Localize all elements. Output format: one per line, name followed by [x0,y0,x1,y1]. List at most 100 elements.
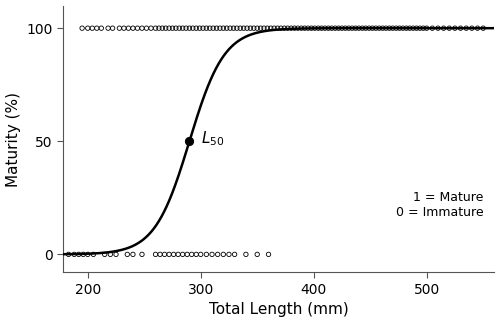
Point [368,26,376,31]
Point [348,26,356,31]
Point [189,26,197,31]
Point [209,26,217,31]
Point [168,26,176,31]
Point [186,26,194,31]
Point [100,252,108,257]
Point [222,26,230,31]
Point [253,26,261,31]
Point [116,26,124,31]
Point [365,26,373,31]
Point [183,252,191,257]
Text: $L_{50}$: $L_{50}$ [200,130,224,148]
Point [174,252,182,257]
Point [84,26,92,31]
Point [378,26,386,31]
Point [409,26,417,31]
Point [338,26,346,31]
Point [362,26,370,31]
Point [294,26,302,31]
Point [165,252,173,257]
Point [428,26,436,31]
Point [155,26,163,31]
Point [208,252,216,257]
Point [196,26,203,31]
Point [129,252,137,257]
Point [170,252,177,257]
Point [242,252,250,257]
Point [220,252,228,257]
Point [331,26,339,31]
Point [192,26,200,31]
Point [124,26,132,31]
Point [202,252,210,257]
Point [382,26,390,31]
Point [124,252,132,257]
Point [129,26,137,31]
Point [344,26,352,31]
Point [274,26,281,31]
Point [456,26,464,31]
Point [106,252,114,257]
Point [104,26,112,31]
Point [172,26,180,31]
Point [230,252,238,257]
Point [260,26,268,31]
Point [236,26,244,31]
Point [243,26,251,31]
Point [318,26,326,31]
Point [412,26,420,31]
Point [240,26,248,31]
Point [264,26,272,31]
Point [267,26,275,31]
Point [230,26,237,31]
Point [280,26,288,31]
Point [188,252,196,257]
Point [202,26,210,31]
Point [406,26,413,31]
Point [389,26,397,31]
Point [284,26,292,31]
Point [79,252,87,257]
Point [264,252,272,257]
Point [277,26,285,31]
Point [311,26,319,31]
Point [138,252,146,257]
Point [186,139,194,144]
Point [434,26,442,31]
Point [422,26,430,31]
Point [176,26,184,31]
Point [314,26,322,31]
Point [162,26,170,31]
Point [138,26,146,31]
Point [152,26,160,31]
Point [462,26,470,31]
X-axis label: Total Length (mm): Total Length (mm) [209,302,348,318]
Point [300,26,308,31]
Point [214,252,222,257]
Point [199,26,207,31]
Point [479,26,487,31]
Point [372,26,380,31]
Point [160,252,168,257]
Point [112,252,120,257]
Point [220,26,228,31]
Point [147,26,155,31]
Point [399,26,407,31]
Point [287,26,295,31]
Point [396,26,404,31]
Point [78,26,86,31]
Point [308,26,316,31]
Point [156,252,164,257]
Point [178,26,186,31]
Point [74,252,82,257]
Point [298,26,306,31]
Point [334,26,342,31]
Point [216,26,224,31]
Point [358,26,366,31]
Point [468,26,476,31]
Point [178,252,186,257]
Point [352,26,360,31]
Point [93,26,101,31]
Point [420,26,428,31]
Point [70,252,78,257]
